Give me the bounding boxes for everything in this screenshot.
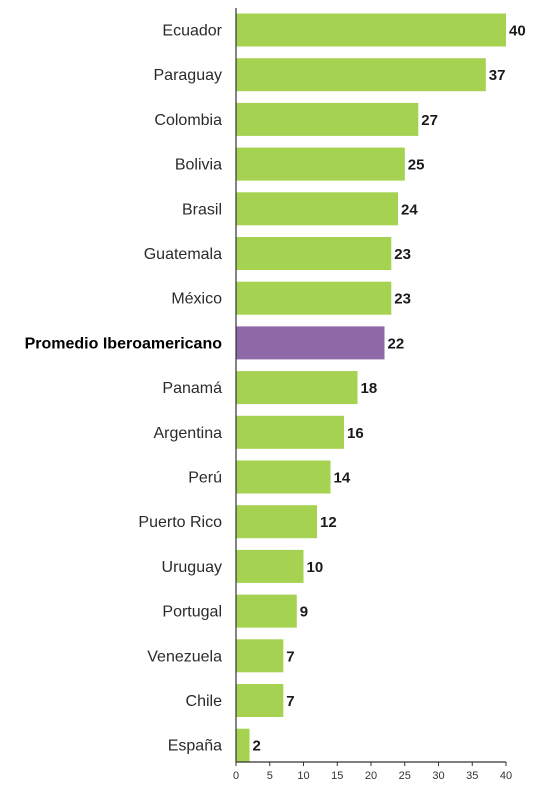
value-label: 16 <box>347 425 364 442</box>
value-label: 23 <box>394 291 411 308</box>
bar-paraguay <box>236 58 486 92</box>
axes: 0 5 10 15 20 25 30 35 40 <box>233 8 512 782</box>
x-tick-label: 10 <box>297 770 309 782</box>
x-tick-label: 35 <box>466 770 478 782</box>
bar-chile <box>236 684 284 717</box>
value-label: 37 <box>489 67 506 84</box>
value-label: 2 <box>253 738 261 755</box>
bar-mexico <box>236 281 392 315</box>
category-label: Chile <box>186 693 223 710</box>
category-labels: Ecuador Paraguay Colombia Bolivia Brasil Guat… <box>25 23 223 755</box>
bar-guatemala <box>236 237 392 270</box>
value-label: 10 <box>307 559 324 576</box>
bar-uruguay <box>236 549 304 583</box>
category-label: Paraguay <box>154 67 223 84</box>
value-label: 22 <box>388 335 405 352</box>
category-label: Ecuador <box>162 23 222 40</box>
x-tick-label: 25 <box>399 770 411 782</box>
value-label: 9 <box>300 604 308 621</box>
bar-bolivia <box>236 147 405 181</box>
value-label: 23 <box>394 246 411 263</box>
category-label: Bolivia <box>175 157 222 174</box>
value-label: 12 <box>320 514 337 531</box>
bar-argentina <box>236 415 344 449</box>
value-label: 27 <box>421 112 438 129</box>
bar-ecuador <box>236 13 506 47</box>
category-label: Perú <box>188 470 222 487</box>
category-label: Uruguay <box>162 559 222 576</box>
category-label: España <box>168 738 222 755</box>
value-label: 7 <box>286 648 294 665</box>
x-tick-label: 15 <box>331 770 343 782</box>
category-label: Promedio Iberoamericano <box>25 335 223 352</box>
value-label: 14 <box>334 470 351 487</box>
bar-promedio-iberoamericano <box>236 326 385 360</box>
bar-puerto-rico <box>236 505 317 539</box>
value-labels: 40 37 27 25 24 23 23 22 18 16 14 12 10 9 7 7 2 <box>253 23 526 755</box>
value-label: 40 <box>509 23 526 40</box>
category-label: Colombia <box>154 112 222 129</box>
x-tick-label: 5 <box>267 770 273 782</box>
value-label: 7 <box>286 693 294 710</box>
bar-colombia <box>236 102 419 136</box>
value-label: 24 <box>401 201 418 218</box>
value-label: 25 <box>408 157 425 174</box>
x-tick-label: 40 <box>500 770 512 782</box>
bar-espana <box>236 728 250 762</box>
bars-layer <box>236 13 506 762</box>
category-label: Brasil <box>182 201 222 218</box>
category-label: Portugal <box>162 604 222 621</box>
bar-panama <box>236 371 358 405</box>
category-label: Puerto Rico <box>138 514 222 531</box>
category-label: México <box>171 291 222 308</box>
x-tick-label: 0 <box>233 770 239 782</box>
bar-venezuela <box>236 639 284 673</box>
category-label: Guatemala <box>144 246 222 263</box>
category-label: Argentina <box>154 425 223 442</box>
category-label: Venezuela <box>147 648 222 665</box>
x-tick-label: 20 <box>365 770 377 782</box>
x-tick-label: 30 <box>432 770 444 782</box>
bar-peru <box>236 460 331 494</box>
bar-brasil <box>236 192 398 226</box>
value-label: 18 <box>361 380 378 397</box>
category-label: Panamá <box>162 380 222 397</box>
bar-portugal <box>236 594 297 628</box>
